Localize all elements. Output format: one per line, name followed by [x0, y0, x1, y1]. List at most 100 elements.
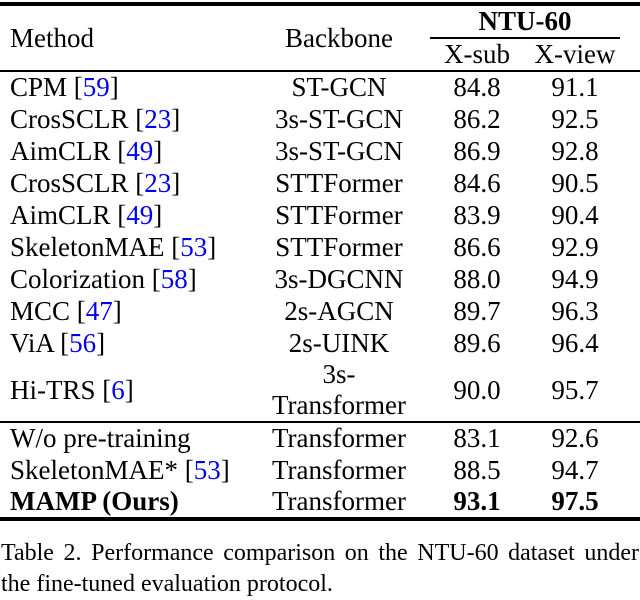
xsub-cell: 88.5 [453, 454, 501, 485]
xsub-cell: 90.0 [453, 374, 501, 405]
citation-link[interactable]: 23 [144, 167, 172, 198]
citation-link[interactable]: 47 [85, 295, 113, 326]
method-citation: [58] [144, 263, 197, 294]
method-citation: [49] [110, 135, 163, 166]
method-cell: CrosSCLR [23] [0, 167, 256, 199]
caption-line-2: the fine-tuned evaluation protocol. [1, 571, 333, 597]
method-name: Colorization [10, 263, 145, 294]
column-group-ntu60: NTU-60 [422, 4, 640, 39]
column-header-method: Method [0, 4, 256, 72]
xsub-cell: 88.0 [453, 263, 501, 294]
xview-cell: 96.4 [551, 327, 599, 358]
method-name: CrosSCLR [10, 167, 129, 198]
table-caption: Table 2. Performance comparison on the N… [0, 538, 640, 600]
citation-link[interactable]: 53 [193, 454, 221, 485]
table-header: Method Backbone NTU-60 X-sub X-view [0, 4, 640, 72]
backbone-cell: 3s-ST-GCN [274, 135, 404, 166]
method-cell: CrosSCLR [23] [0, 103, 256, 135]
table-row: CPM [59] ST-GCN 84.8 91.1 [0, 71, 640, 103]
method-name: MAMP (Ours) [10, 486, 179, 516]
method-citation: [53] [164, 231, 217, 262]
xsub-cell: 89.7 [453, 295, 501, 326]
table-row: MAMP (Ours) Transformer 93.1 97.5 [0, 486, 640, 519]
backbone-cell: STTFormer [275, 231, 403, 262]
xview-cell: 94.7 [551, 454, 599, 485]
xsub-cell: 86.9 [453, 135, 501, 166]
method-citation: [59] [67, 72, 119, 102]
backbone-cell: Transformer [256, 421, 422, 454]
citation-link[interactable]: 59 [82, 72, 110, 102]
table-row: MCC [47] 2s-AGCN 89.7 96.3 [0, 295, 640, 327]
column-header-xview: X-view [532, 39, 640, 72]
citation-link[interactable]: 23 [144, 103, 172, 134]
xview-cell: 97.5 [551, 486, 599, 516]
method-citation: [53] [178, 454, 230, 485]
method-citation: [6] [95, 374, 134, 405]
xview-cell: 92.9 [551, 231, 599, 262]
backbone-cell: 3s-DGCNN [274, 263, 404, 294]
method-cell: SkeletonMAE [53] [0, 231, 256, 263]
citation-link[interactable]: 58 [160, 263, 188, 294]
table-row: CrosSCLR [23] STTFormer 84.6 90.5 [0, 167, 640, 199]
xview-cell: 92.8 [551, 135, 599, 166]
table-row: SkeletonMAE [53] STTFormer 86.6 92.9 [0, 231, 640, 263]
method-name: W/o pre-training [10, 423, 191, 453]
method-citation: [56] [53, 327, 106, 358]
xview-cell: 92.5 [551, 103, 599, 134]
xview-cell: 95.7 [551, 374, 599, 405]
xview-cell: 90.4 [551, 199, 599, 230]
method-name: SkeletonMAE [10, 231, 165, 262]
results-table: Method Backbone NTU-60 X-sub X-view CPM … [0, 2, 640, 521]
backbone-cell: 3s-ST-GCN [274, 103, 404, 134]
xsub-cell: 86.2 [453, 103, 501, 134]
citation-link[interactable]: 56 [69, 327, 97, 358]
method-cell: Hi-TRS [6] [0, 359, 256, 422]
column-header-xsub: X-sub [422, 39, 532, 72]
xsub-cell: 89.6 [453, 327, 501, 358]
method-name: AimCLR [10, 135, 111, 166]
method-cell: MCC [47] [0, 295, 256, 327]
method-citation: [23] [128, 167, 181, 198]
table-row: Hi-TRS [6] 3s-Transformer 90.0 95.7 [0, 359, 640, 422]
backbone-cell: 3s-Transformer [272, 359, 406, 420]
backbone-cell: ST-GCN [291, 72, 387, 102]
table-row: Colorization [58] 3s-DGCNN 88.0 94.9 [0, 263, 640, 295]
table-body: CPM [59] ST-GCN 84.8 91.1 CrosSCLR [23] … [0, 71, 640, 519]
xsub-cell: 84.8 [453, 72, 501, 102]
method-cell: ViA [56] [0, 327, 256, 359]
table-row: W/o pre-training Transformer 83.1 92.6 [0, 421, 640, 454]
xsub-cell: 84.6 [453, 167, 501, 198]
method-citation: [23] [128, 103, 181, 134]
column-group-label: NTU-60 [430, 6, 620, 39]
backbone-cell: Transformer [272, 486, 406, 516]
method-name: SkeletonMAE* [10, 454, 178, 485]
method-name: CrosSCLR [10, 103, 129, 134]
backbone-cell: Transformer [272, 454, 406, 485]
backbone-cell: 2s-AGCN [284, 295, 394, 326]
column-header-backbone: Backbone [256, 4, 422, 72]
xview-cell: 92.6 [532, 421, 640, 454]
citation-link[interactable]: 49 [126, 135, 154, 166]
xview-cell: 91.1 [551, 72, 599, 102]
method-name: CPM [10, 72, 68, 102]
method-cell: W/o pre-training [0, 421, 256, 454]
xview-cell: 90.5 [551, 167, 599, 198]
xsub-cell: 83.9 [453, 199, 501, 230]
method-cell: Colorization [58] [0, 263, 256, 295]
table-row: CrosSCLR [23] 3s-ST-GCN 86.2 92.5 [0, 103, 640, 135]
backbone-cell: STTFormer [275, 199, 403, 230]
method-cell: AimCLR [49] [0, 135, 256, 167]
method-citation: [47] [70, 295, 122, 326]
xview-cell: 96.3 [551, 295, 599, 326]
table-row: ViA [56] 2s-UINK 89.6 96.4 [0, 327, 640, 359]
xsub-cell: 86.6 [453, 231, 501, 262]
table-row: SkeletonMAE* [53] Transformer 88.5 94.7 [0, 454, 640, 486]
xsub-cell: 93.1 [453, 486, 501, 516]
backbone-cell: 2s-UINK [288, 327, 390, 358]
citation-link[interactable]: 53 [180, 231, 208, 262]
citation-link[interactable]: 49 [126, 199, 154, 230]
xsub-cell: 83.1 [422, 421, 532, 454]
method-name: MCC [10, 295, 71, 326]
table-row: AimCLR [49] 3s-ST-GCN 86.9 92.8 [0, 135, 640, 167]
citation-link[interactable]: 6 [111, 374, 125, 405]
